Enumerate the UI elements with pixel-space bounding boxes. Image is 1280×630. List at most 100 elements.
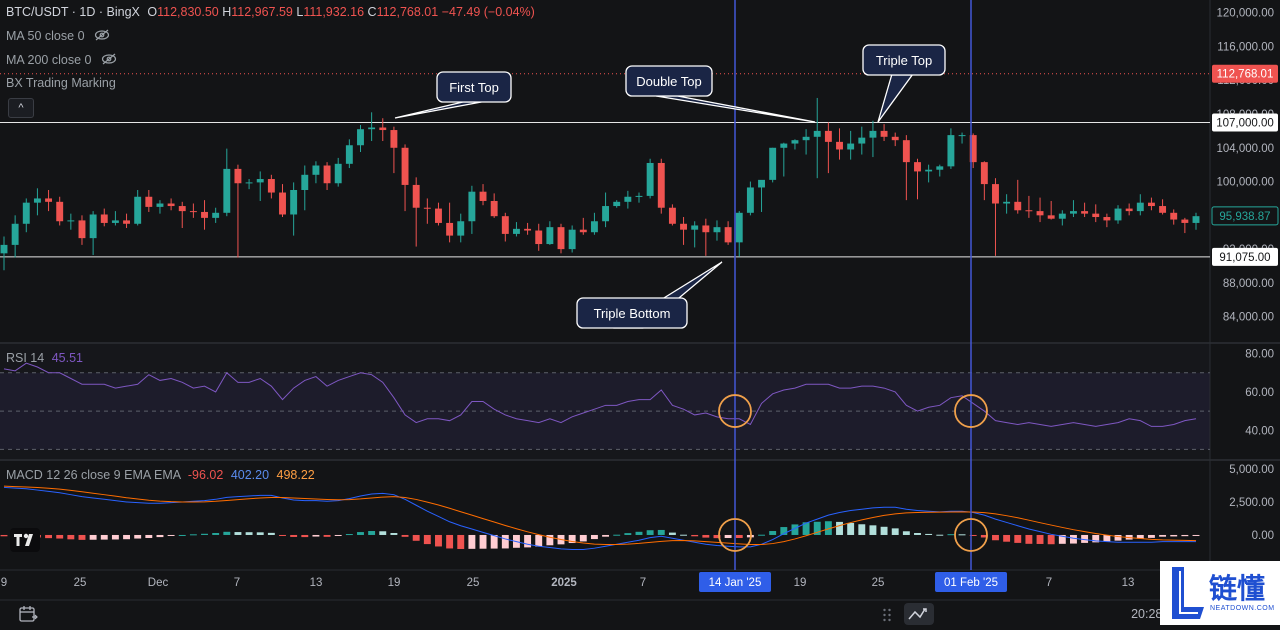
candle-body bbox=[702, 225, 710, 233]
candle-body bbox=[713, 227, 721, 233]
indicator-ma50[interactable]: MA 50 close 0 bbox=[6, 29, 110, 44]
candle bbox=[958, 132, 966, 144]
candle bbox=[724, 221, 732, 245]
macd-histogram-bar bbox=[123, 534, 130, 540]
time-tick-label: 13 bbox=[310, 577, 323, 589]
rsi-legend[interactable]: RSI 14 45.51 bbox=[6, 351, 83, 365]
price-tick-label: 116,000.00 bbox=[1217, 41, 1274, 53]
chart-trend-icon[interactable] bbox=[904, 603, 934, 625]
symbol-name[interactable]: BTC/USDT bbox=[6, 5, 69, 19]
candle bbox=[635, 192, 643, 203]
macd-histogram-bar bbox=[691, 534, 699, 537]
candle-body bbox=[267, 179, 275, 193]
macd-histogram-bar bbox=[1092, 534, 1100, 543]
candle-body bbox=[379, 127, 387, 131]
candle-body bbox=[1181, 219, 1189, 223]
macd-histogram-bar bbox=[635, 531, 643, 535]
current-price-label-text: 112,768.01 bbox=[1217, 69, 1274, 81]
candle bbox=[579, 217, 587, 235]
macd-histogram-bar bbox=[145, 534, 153, 539]
candle-body bbox=[33, 198, 41, 203]
time-tick-label: Dec bbox=[148, 577, 169, 589]
rsi-line bbox=[3, 362, 1197, 427]
candle bbox=[691, 221, 699, 248]
macd-histogram-bar bbox=[256, 532, 264, 535]
candle bbox=[22, 198, 30, 233]
candle bbox=[791, 139, 799, 150]
macd-histogram-bar bbox=[680, 534, 688, 536]
macd-histogram-bar bbox=[1136, 534, 1144, 539]
macd-histogram-bar bbox=[1014, 534, 1022, 543]
candle bbox=[334, 157, 342, 187]
macd-histogram-bar bbox=[201, 533, 208, 535]
candle bbox=[345, 139, 353, 169]
rsi-cross-circle bbox=[718, 394, 752, 428]
candle bbox=[746, 181, 754, 216]
candle-body bbox=[880, 130, 888, 137]
macd-label: MACD 12 26 close 9 EMA EMA bbox=[6, 468, 181, 482]
macd-histogram-bar bbox=[1047, 534, 1055, 545]
candle bbox=[111, 211, 119, 226]
candle bbox=[1047, 200, 1055, 220]
candle-body bbox=[657, 162, 665, 208]
macd-histogram-bar bbox=[1003, 534, 1011, 542]
signal-line bbox=[3, 485, 1197, 545]
time-tick-label: 25 bbox=[872, 577, 885, 589]
macd-histogram-bar bbox=[568, 534, 576, 544]
candle-body bbox=[145, 196, 153, 207]
time-tick-label: 7 bbox=[234, 577, 240, 589]
calendar-range-icon[interactable] bbox=[18, 605, 38, 628]
indicator-ma200[interactable]: MA 200 close 0 bbox=[6, 53, 117, 68]
candle bbox=[201, 200, 208, 230]
candle bbox=[56, 196, 64, 226]
candle bbox=[1092, 204, 1100, 223]
indicator-bx-trading-marking[interactable]: BX Trading Marking bbox=[6, 76, 116, 90]
candle-body bbox=[1114, 208, 1122, 221]
candle bbox=[1036, 197, 1044, 223]
candle bbox=[769, 147, 777, 183]
exchange-label: BingX bbox=[106, 5, 140, 19]
eye-off-icon[interactable] bbox=[101, 53, 117, 68]
macd-histogram-bar bbox=[602, 534, 610, 537]
macd-histogram-bar bbox=[479, 534, 487, 549]
time-tick-label: 25 bbox=[467, 577, 480, 589]
macd-histogram-bar bbox=[178, 534, 186, 536]
candle-body bbox=[635, 195, 643, 197]
candle bbox=[301, 165, 309, 211]
symbol-header[interactable]: BTC/USDT · 1D · BingX O112,830.50 H112,9… bbox=[6, 5, 535, 19]
candle-body bbox=[11, 223, 19, 245]
watermark-logo: 链懂 NEATDOWN.COM bbox=[1160, 561, 1280, 625]
macd-histogram-bar bbox=[223, 531, 231, 535]
macd-legend[interactable]: MACD 12 26 close 9 EMA EMA -96.02 402.20… bbox=[6, 468, 315, 482]
macd-histogram-bar bbox=[524, 534, 532, 548]
candle-body bbox=[891, 136, 899, 141]
candle-body bbox=[1147, 202, 1155, 207]
macd-histogram-bar bbox=[67, 534, 75, 540]
candle-body bbox=[212, 212, 220, 218]
candle bbox=[78, 215, 86, 245]
macd-histogram-bar bbox=[980, 534, 988, 538]
callout-pointer bbox=[394, 101, 482, 119]
macd-hist-value: -96.02 bbox=[187, 468, 224, 482]
watermark-subtext: NEATDOWN.COM bbox=[1210, 605, 1275, 612]
resistance-price-label-text: 107,000.00 bbox=[1216, 117, 1274, 129]
macd-histogram-bar bbox=[769, 531, 777, 535]
drag-handle-icon[interactable] bbox=[882, 607, 892, 628]
candle-body bbox=[1047, 215, 1055, 219]
callout-box bbox=[625, 65, 713, 97]
timeframe-label[interactable]: 1D bbox=[79, 5, 96, 19]
candle-body bbox=[357, 129, 364, 146]
eye-off-icon[interactable] bbox=[94, 29, 110, 44]
tradingview-logo[interactable] bbox=[10, 528, 40, 552]
low-value: 111,932.16 bbox=[303, 5, 365, 19]
collapse-legend-button[interactable]: ^ bbox=[8, 98, 34, 118]
macd-histogram-bar bbox=[668, 532, 676, 535]
candle bbox=[312, 161, 320, 184]
macd-cross-circle bbox=[954, 518, 988, 552]
candle-body bbox=[22, 202, 30, 224]
candle-body bbox=[1070, 211, 1077, 214]
macd-histogram-bar bbox=[724, 534, 732, 539]
candle-body bbox=[958, 135, 966, 137]
candle bbox=[67, 213, 75, 230]
